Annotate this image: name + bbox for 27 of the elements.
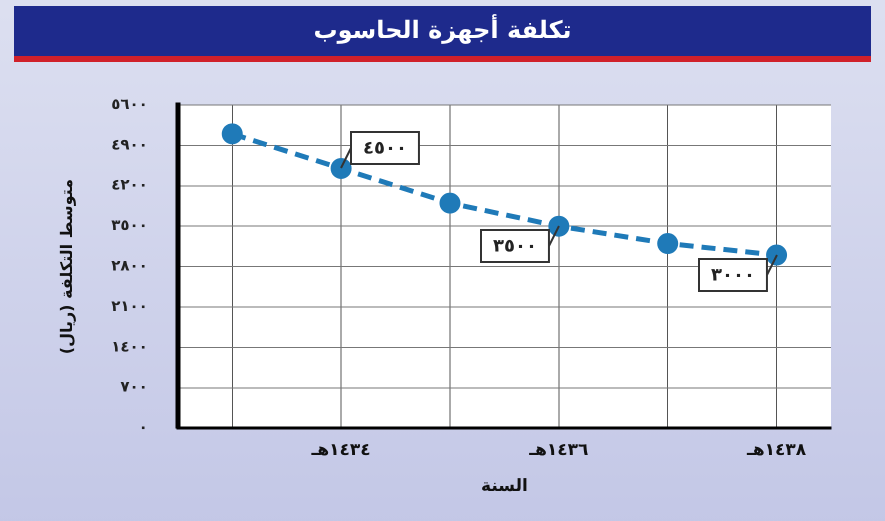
y-tick-label: ٤٩٠٠ bbox=[111, 135, 148, 154]
chart-title: تكلفة أجهزة الحاسوب bbox=[14, 6, 871, 62]
x-tick-label: ١٤٣٤هـ bbox=[310, 440, 371, 460]
y-tick-label: ٧٠٠ bbox=[120, 378, 148, 396]
annotation: ٣٥٠٠ bbox=[492, 236, 537, 257]
point bbox=[657, 233, 678, 254]
y-tick-label: ٢٨٠٠ bbox=[111, 256, 148, 274]
point bbox=[222, 123, 243, 144]
y-tick-label: ٢١٠٠ bbox=[111, 296, 148, 315]
x-tick-label: ١٤٣٨هـ bbox=[746, 440, 807, 460]
y-tick-label: ٤٢٠٠ bbox=[111, 176, 148, 194]
y-tick-label: ١٤٠٠ bbox=[111, 337, 148, 356]
x-tick-label: ١٤٣٦هـ bbox=[528, 440, 588, 460]
annotation: ٤٥٠٠ bbox=[363, 138, 408, 159]
callout: ٣٠٠٠ bbox=[696, 253, 779, 294]
callout: ٤٥٠٠ bbox=[339, 130, 422, 170]
y-axis-title: متوسط التكلفة (ريال) bbox=[56, 178, 76, 354]
point bbox=[548, 216, 570, 237]
annotation: ٣٠٠٠ bbox=[710, 264, 755, 286]
y-tick-label: ٠ bbox=[138, 418, 148, 436]
y-tick-label: ٥٦٠٠ bbox=[111, 94, 148, 113]
point bbox=[766, 244, 788, 266]
point bbox=[439, 192, 460, 214]
y-tick-label: ٣٥٠٠ bbox=[111, 216, 148, 234]
callout: ٣٥٠٠ bbox=[478, 224, 561, 264]
point bbox=[330, 158, 352, 179]
x-axis-title: السنة bbox=[481, 476, 528, 496]
